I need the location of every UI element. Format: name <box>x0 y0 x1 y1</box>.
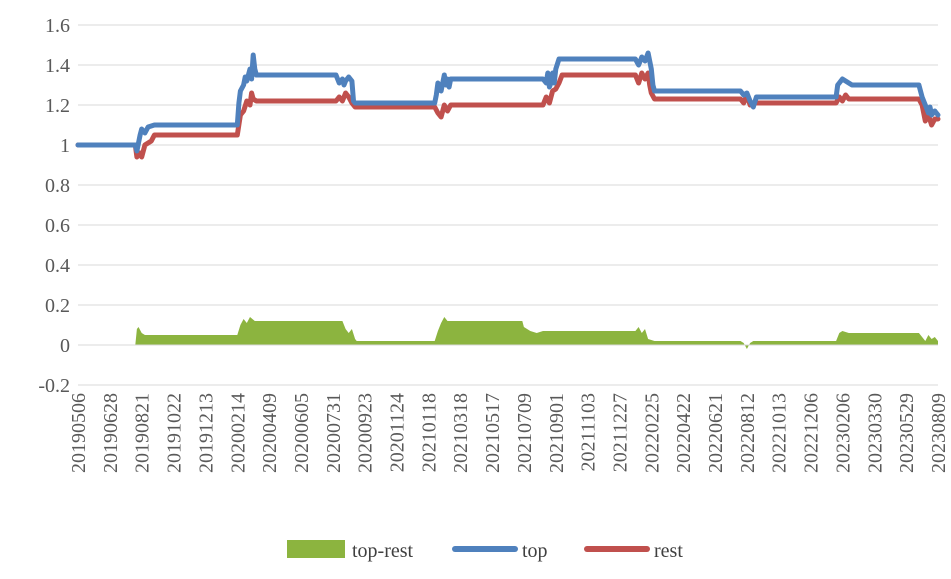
x-tick-label: 20221013 <box>769 393 791 473</box>
x-tick-label: 20200731 <box>323 393 345 473</box>
area-series-top-rest <box>78 317 938 349</box>
x-tick-label: 20200214 <box>227 393 249 473</box>
x-tick-label: 20191022 <box>164 393 186 473</box>
y-tick-label: 0.8 <box>45 175 70 197</box>
x-tick-label: 20221206 <box>801 393 823 473</box>
legend-item-rest: rest <box>584 540 683 562</box>
top-rest-area-series <box>78 317 938 349</box>
x-tick-label: 20210118 <box>418 393 440 472</box>
line-series <box>75 50 941 160</box>
legend-item-top-rest: top-rest <box>287 540 414 562</box>
y-tick-label: 0.6 <box>45 215 70 237</box>
x-tick-label: 20230529 <box>896 393 918 473</box>
y-tick-label: 1.6 <box>45 15 70 37</box>
x-tick-label: 20210517 <box>482 393 504 473</box>
y-tick-label: 0.4 <box>45 255 70 277</box>
y-tick-label: 1 <box>60 135 70 157</box>
legend-label-top-rest: top-rest <box>352 540 414 562</box>
x-tick-label: 20200605 <box>291 393 313 473</box>
x-tick-label: 20220422 <box>673 393 695 473</box>
x-tick-label: 20211103 <box>578 393 600 472</box>
x-tick-label: 20210318 <box>450 393 472 473</box>
x-tick-label: 20201124 <box>387 393 409 472</box>
x-axis-tick-labels: 20190506 20190628 20190821 20191022 20191213… <box>68 393 950 473</box>
x-tick-label: 20200923 <box>355 393 377 473</box>
legend-label-rest: rest <box>654 540 683 562</box>
x-tick-label: 20211227 <box>609 393 631 472</box>
x-tick-label: 20190628 <box>100 393 122 473</box>
legend: top-rest top rest <box>287 540 683 562</box>
line-series-top <box>75 50 941 154</box>
line-series-rest <box>75 70 941 160</box>
x-tick-label: 20230206 <box>832 393 854 473</box>
x-tick-label: 20200409 <box>259 393 281 473</box>
y-tick-label: 1.2 <box>45 95 70 117</box>
x-tick-label: 20220225 <box>641 393 663 473</box>
x-tick-label: 20230809 <box>928 393 950 473</box>
x-tick-label: 20210709 <box>514 393 536 473</box>
x-tick-label: 20190506 <box>68 393 90 473</box>
y-tick-label: 1.4 <box>45 55 70 77</box>
legend-item-top: top <box>452 540 548 562</box>
y-tick-label: 0 <box>60 335 70 357</box>
x-tick-label: 20230330 <box>864 393 886 473</box>
y-tick-label: 0.2 <box>45 295 70 317</box>
legend-label-top: top <box>522 540 548 562</box>
x-tick-label: 20191213 <box>195 393 217 473</box>
x-tick-label: 20220812 <box>737 393 759 473</box>
y-axis-tick-labels: -0.2 0 0.2 0.4 0.6 0.8 1 1.2 1.4 1.6 <box>38 15 70 397</box>
legend-swatch-top-rest <box>287 540 345 558</box>
x-tick-label: 20190821 <box>132 393 154 473</box>
x-tick-label: 20210901 <box>546 393 568 473</box>
x-tick-label: 20220621 <box>705 393 727 473</box>
y-tick-label: -0.2 <box>38 375 70 397</box>
